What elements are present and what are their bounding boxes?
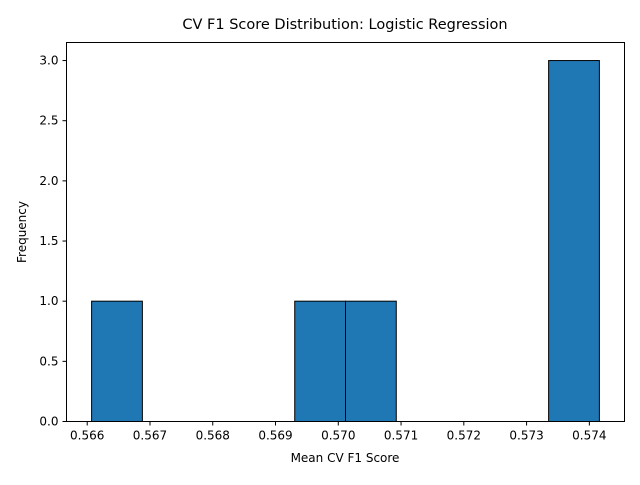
x-tick-label: 0.571	[384, 429, 418, 443]
histogram-bar	[548, 60, 600, 423]
y-axis-label: Frequency	[15, 201, 29, 263]
x-axis-ticks: 0.566 0.567 0.568 0.569 0.570 0.571 0.572 0.573…	[70, 421, 607, 443]
y-tick-label: 1.0	[39, 294, 58, 308]
x-tick-label: 0.572	[447, 429, 481, 443]
y-tick-label: 3.0	[39, 54, 58, 68]
y-tick-label: 0.5	[39, 354, 58, 368]
y-tick-label: 2.0	[39, 174, 58, 188]
x-tick-label: 0.574	[572, 429, 606, 443]
chart-title: CV F1 Score Distribution: Logistic Regre…	[182, 17, 507, 33]
x-tick-label: 0.573	[509, 429, 543, 443]
x-tick-label: 0.567	[133, 429, 167, 443]
plot-frame	[66, 42, 625, 422]
x-axis-label: Mean CV F1 Score	[291, 451, 400, 465]
x-tick-label: 0.568	[196, 429, 230, 443]
y-tick-label: 0.0	[39, 415, 58, 429]
y-axis-ticks: 0.0 0.5 1.0 1.5 2.0 2.5 3.0	[39, 54, 67, 429]
histogram-bar	[345, 300, 397, 422]
bars-group	[91, 60, 600, 423]
histogram-bar	[294, 300, 347, 422]
histogram-bar	[91, 300, 143, 422]
x-tick-label: 0.569	[258, 429, 292, 443]
x-tick-label: 0.566	[70, 429, 104, 443]
x-tick-label: 0.570	[321, 429, 355, 443]
y-tick-label: 1.5	[39, 234, 58, 248]
y-tick-label: 2.5	[39, 114, 58, 128]
